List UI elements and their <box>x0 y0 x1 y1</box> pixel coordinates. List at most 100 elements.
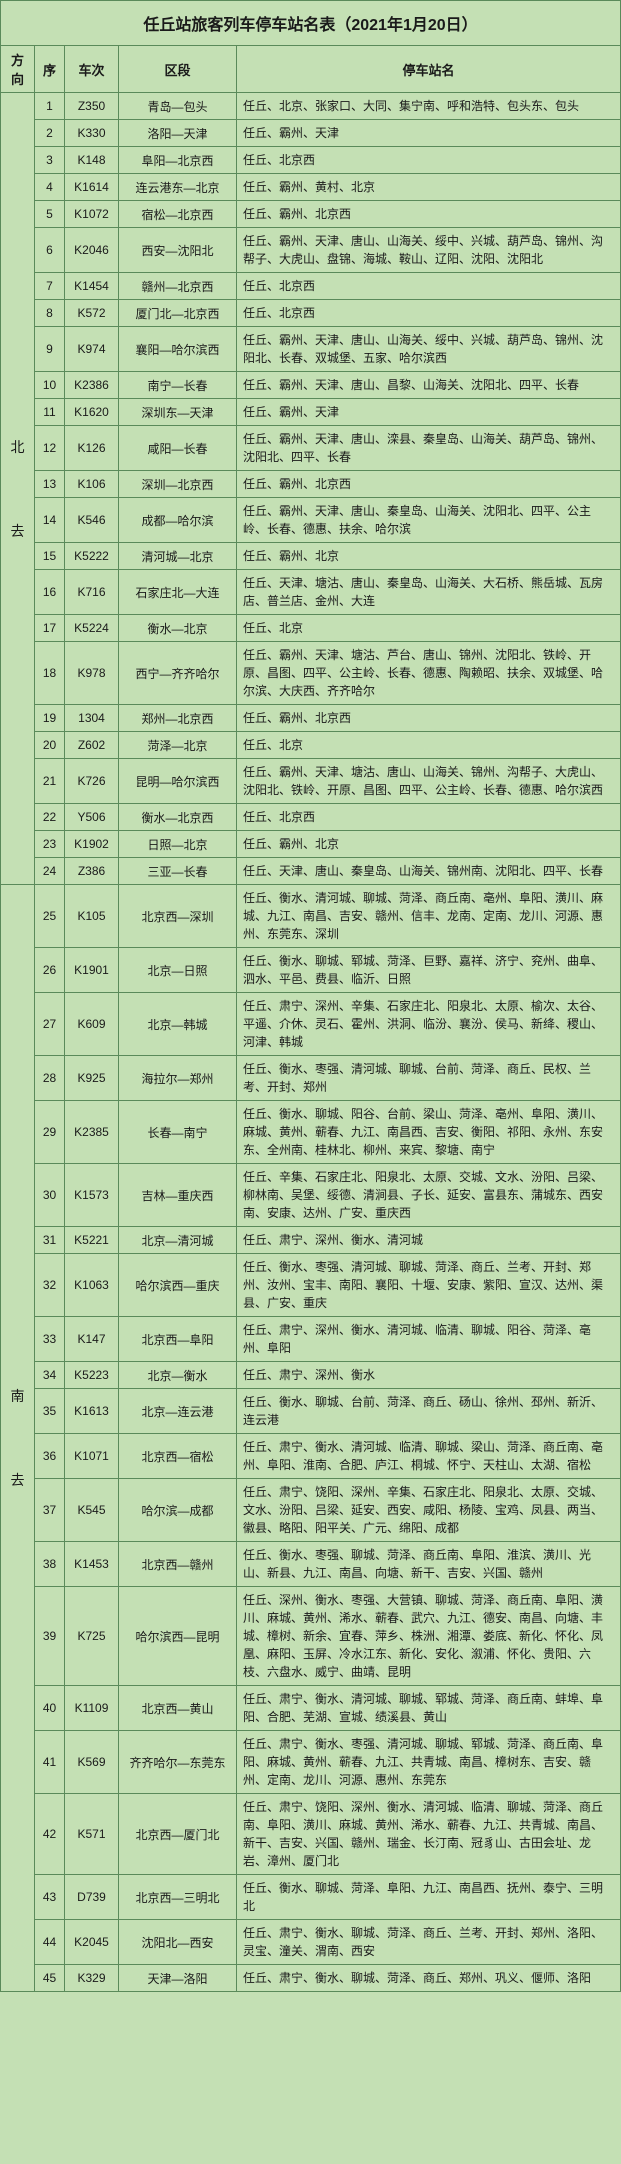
segment-cell: 连云港东—北京 <box>119 174 237 201</box>
segment-cell: 北京西—黄山 <box>119 1686 237 1731</box>
seq-cell: 8 <box>35 300 65 327</box>
train-cell: K1454 <box>65 273 119 300</box>
segment-cell: 昆明—哈尔滨西 <box>119 759 237 804</box>
train-cell: K5223 <box>65 1362 119 1389</box>
train-cell: K1071 <box>65 1434 119 1479</box>
seq-cell: 41 <box>35 1731 65 1794</box>
seq-cell: 28 <box>35 1056 65 1101</box>
table-row: 15K5222清河城—北京任丘、霸州、北京 <box>1 543 621 570</box>
seq-cell: 43 <box>35 1875 65 1920</box>
table-row: 44K2045沈阳北—西安任丘、肃宁、衡水、聊城、菏泽、商丘、兰考、开封、郑州、… <box>1 1920 621 1965</box>
train-cell: K546 <box>65 498 119 543</box>
segment-cell: 吉林—重庆西 <box>119 1164 237 1227</box>
table-row: 2K330洛阳—天津任丘、霸州、天津 <box>1 120 621 147</box>
seq-cell: 1 <box>35 93 65 120</box>
segment-cell: 北京西—三明北 <box>119 1875 237 1920</box>
train-cell: K1901 <box>65 948 119 993</box>
seq-cell: 9 <box>35 327 65 372</box>
stops-cell: 任丘、霸州、天津、唐山、昌黎、山海关、沈阳北、四平、长春 <box>237 372 621 399</box>
segment-cell: 三亚—长春 <box>119 858 237 885</box>
segment-cell: 宿松—北京西 <box>119 201 237 228</box>
train-cell: Z386 <box>65 858 119 885</box>
segment-cell: 厦门北—北京西 <box>119 300 237 327</box>
segment-cell: 北京—日照 <box>119 948 237 993</box>
stops-cell: 任丘、肃宁、深州、辛集、石家庄北、阳泉北、太原、榆次、太谷、平遥、介休、灵石、霍… <box>237 993 621 1056</box>
stops-cell: 任丘、霸州、天津、塘沽、唐山、山海关、锦州、沟帮子、大虎山、沈阳北、铁岭、开原、… <box>237 759 621 804</box>
stops-cell: 任丘、霸州、天津、唐山、山海关、绥中、兴城、葫芦岛、锦州、沟帮子、大虎山、盘锦、… <box>237 228 621 273</box>
seq-cell: 32 <box>35 1254 65 1317</box>
segment-cell: 北京西—深圳 <box>119 885 237 948</box>
table-row: 43D739北京西—三明北任丘、衡水、聊城、菏泽、阜阳、九江、南昌西、抚州、泰宁… <box>1 1875 621 1920</box>
stops-cell: 任丘、衡水、枣强、聊城、菏泽、商丘南、阜阳、淮滨、潢川、光山、新县、九江、南昌、… <box>237 1542 621 1587</box>
segment-cell: 北京西—阜阳 <box>119 1317 237 1362</box>
header-train: 车次 <box>65 46 119 93</box>
segment-cell: 菏泽—北京 <box>119 732 237 759</box>
stops-cell: 任丘、北京西 <box>237 147 621 174</box>
stops-cell: 任丘、北京西 <box>237 300 621 327</box>
train-cell: K1613 <box>65 1389 119 1434</box>
table-row: 191304郑州—北京西任丘、霸州、北京西 <box>1 705 621 732</box>
segment-cell: 深圳东—天津 <box>119 399 237 426</box>
train-cell: Z350 <box>65 93 119 120</box>
table-row: 37K545哈尔滨—成都任丘、肃宁、饶阳、深州、辛集、石家庄北、阳泉北、太原、交… <box>1 1479 621 1542</box>
stops-cell: 任丘、霸州、北京 <box>237 831 621 858</box>
train-cell: Y506 <box>65 804 119 831</box>
seq-cell: 16 <box>35 570 65 615</box>
stops-cell: 任丘、衡水、枣强、清河城、聊城、台前、菏泽、商丘、民权、兰考、开封、郑州 <box>237 1056 621 1101</box>
segment-cell: 清河城—北京 <box>119 543 237 570</box>
seq-cell: 44 <box>35 1920 65 1965</box>
segment-cell: 北京—连云港 <box>119 1389 237 1434</box>
segment-cell: 北京—清河城 <box>119 1227 237 1254</box>
header-stops: 停车站名 <box>237 46 621 93</box>
seq-cell: 14 <box>35 498 65 543</box>
seq-cell: 25 <box>35 885 65 948</box>
seq-cell: 21 <box>35 759 65 804</box>
seq-cell: 3 <box>35 147 65 174</box>
segment-cell: 深圳—北京西 <box>119 471 237 498</box>
seq-cell: 42 <box>35 1794 65 1875</box>
stops-cell: 任丘、霸州、天津 <box>237 120 621 147</box>
train-cell: K5222 <box>65 543 119 570</box>
table-row: 3K148阜阳—北京西任丘、北京西 <box>1 147 621 174</box>
seq-cell: 10 <box>35 372 65 399</box>
table-row: 31K5221北京—清河城任丘、肃宁、深州、衡水、清河城 <box>1 1227 621 1254</box>
table-row: 16K716石家庄北—大连任丘、天津、塘沽、唐山、秦皇岛、山海关、大石桥、熊岳城… <box>1 570 621 615</box>
table-row: 35K1613北京—连云港任丘、衡水、聊城、台前、菏泽、商丘、砀山、徐州、邳州、… <box>1 1389 621 1434</box>
table-row: 21K726昆明—哈尔滨西任丘、霸州、天津、塘沽、唐山、山海关、锦州、沟帮子、大… <box>1 759 621 804</box>
table-row: 5K1072宿松—北京西任丘、霸州、北京西 <box>1 201 621 228</box>
segment-cell: 阜阳—北京西 <box>119 147 237 174</box>
seq-cell: 11 <box>35 399 65 426</box>
stops-cell: 任丘、北京西 <box>237 804 621 831</box>
train-cell: K106 <box>65 471 119 498</box>
table-row: 22Y506衡水—北京西任丘、北京西 <box>1 804 621 831</box>
segment-cell: 襄阳—哈尔滨西 <box>119 327 237 372</box>
seq-cell: 26 <box>35 948 65 993</box>
train-cell: K330 <box>65 120 119 147</box>
seq-cell: 27 <box>35 993 65 1056</box>
header-segment: 区段 <box>119 46 237 93</box>
train-cell: K1620 <box>65 399 119 426</box>
stops-cell: 任丘、衡水、聊城、台前、菏泽、商丘、砀山、徐州、邳州、新沂、连云港 <box>237 1389 621 1434</box>
segment-cell: 天津—洛阳 <box>119 1965 237 1992</box>
seq-cell: 15 <box>35 543 65 570</box>
seq-cell: 20 <box>35 732 65 759</box>
table-row: 6K2046西安—沈阳北任丘、霸州、天津、唐山、山海关、绥中、兴城、葫芦岛、锦州… <box>1 228 621 273</box>
segment-cell: 石家庄北—大连 <box>119 570 237 615</box>
stops-cell: 任丘、肃宁、深州、衡水、清河城 <box>237 1227 621 1254</box>
table-row: 28K925海拉尔—郑州任丘、衡水、枣强、清河城、聊城、台前、菏泽、商丘、民权、… <box>1 1056 621 1101</box>
stops-cell: 任丘、肃宁、衡水、聊城、菏泽、商丘、郑州、巩义、偃师、洛阳 <box>237 1965 621 1992</box>
stops-cell: 任丘、衡水、聊城、郓城、菏泽、巨野、嘉祥、济宁、兖州、曲阜、泗水、平邑、费县、临… <box>237 948 621 993</box>
table-row: 18K978西宁—齐齐哈尔任丘、霸州、天津、塘沽、芦台、唐山、锦州、沈阳北、铁岭… <box>1 642 621 705</box>
segment-cell: 长春—南宁 <box>119 1101 237 1164</box>
stops-cell: 任丘、肃宁、衡水、清河城、临清、聊城、梁山、菏泽、商丘南、亳州、阜阳、淮南、合肥… <box>237 1434 621 1479</box>
segment-cell: 衡水—北京 <box>119 615 237 642</box>
table-row: 13K106深圳—北京西任丘、霸州、北京西 <box>1 471 621 498</box>
stops-cell: 任丘、肃宁、深州、衡水、清河城、临清、聊城、阳谷、菏泽、亳州、阜阳 <box>237 1317 621 1362</box>
table-row: 10K2386南宁—长春任丘、霸州、天津、唐山、昌黎、山海关、沈阳北、四平、长春 <box>1 372 621 399</box>
table-row: 30K1573吉林—重庆西任丘、辛集、石家庄北、阳泉北、太原、交城、文水、汾阳、… <box>1 1164 621 1227</box>
seq-cell: 12 <box>35 426 65 471</box>
table-row: 41K569齐齐哈尔—东莞东任丘、肃宁、衡水、枣强、清河城、聊城、郓城、菏泽、商… <box>1 1731 621 1794</box>
stops-cell: 任丘、肃宁、饶阳、深州、衡水、清河城、临清、聊城、菏泽、商丘南、阜阳、潢川、麻城… <box>237 1794 621 1875</box>
direction-cell: 北 去 <box>1 93 35 885</box>
seq-cell: 39 <box>35 1587 65 1686</box>
